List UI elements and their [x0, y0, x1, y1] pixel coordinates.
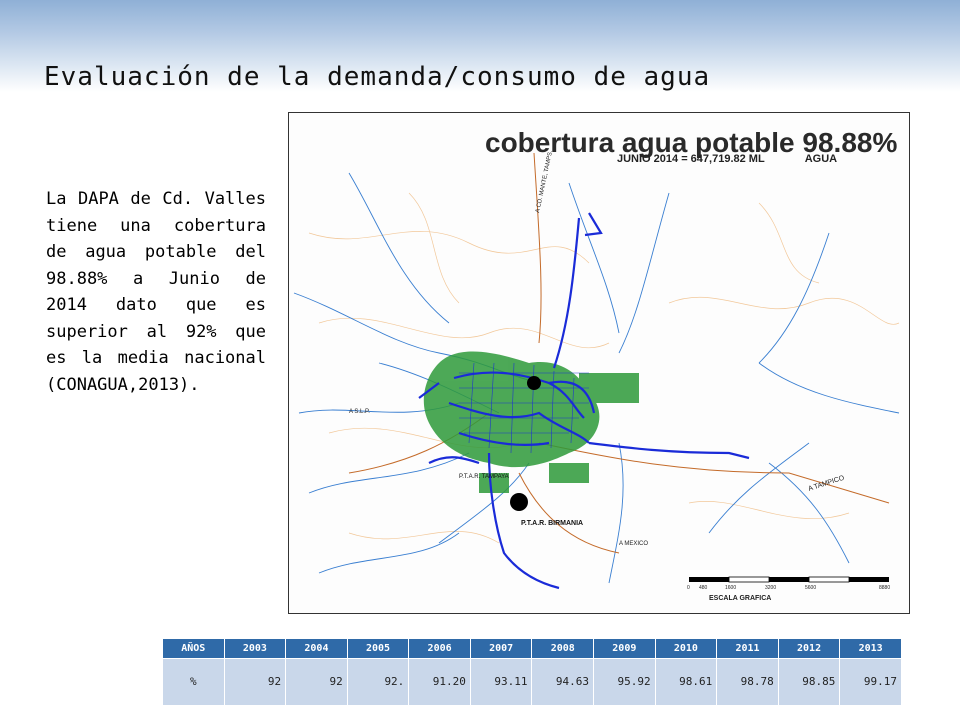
- table-header-cell: 2011: [716, 638, 779, 659]
- table-cell: 95.92: [593, 658, 656, 706]
- table-header-row: AÑOS 2003 2004 2005 2006 2007 2008 2009 …: [162, 638, 902, 659]
- table-header-cell: 2007: [469, 638, 533, 659]
- table-header-cell: 2010: [654, 638, 718, 659]
- table-row: % 92 92 92. 91.20 93.11 94.63 95.92 98.6…: [162, 658, 902, 706]
- table-cell: 91.20: [408, 658, 471, 706]
- table-header-cell: 2008: [531, 638, 595, 659]
- table-cell: 92: [223, 658, 287, 706]
- slide-title: Evaluación de la demanda/consumo de agua: [44, 62, 711, 92]
- road-south-label: A MEXICO: [619, 541, 648, 547]
- table-cell: 93.11: [469, 658, 533, 706]
- map-title: cobertura agua potable 98.88%: [485, 127, 898, 158]
- road-north-label: A CD. MANTE, TAMPS.: [535, 150, 554, 214]
- table-header-cell: 2004: [285, 638, 348, 659]
- table-header-cell: 2012: [777, 638, 841, 659]
- table-cell: %: [162, 658, 225, 706]
- table-header-cell: AÑOS: [162, 638, 225, 659]
- map-network-grid: [459, 362, 589, 454]
- map-urban-areas: [423, 351, 639, 493]
- table-cell: 92.: [346, 658, 410, 706]
- ptar-birmania-marker: [510, 493, 528, 511]
- scale-tick-2: 1600: [725, 585, 736, 591]
- coverage-table: AÑOS 2003 2004 2005 2006 2007 2008 2009 …: [162, 638, 902, 706]
- map-contours: [308, 192, 900, 544]
- table-header-cell: 2009: [593, 638, 656, 659]
- ptar-tampaya-label: P.T.A.R. TAMPAYA: [459, 474, 509, 480]
- table-header-cell: 2005: [346, 638, 410, 659]
- scale-tick-5: 8880: [879, 585, 890, 591]
- road-east-label: A TAMPICO: [807, 474, 845, 492]
- scale-title: ESCALA GRAFICA: [709, 595, 772, 602]
- table-header-cell: 2006: [408, 638, 471, 659]
- table-header-cell: 2003: [223, 638, 287, 659]
- coverage-map: cobertura agua potable 98.88% JUNIO 2014…: [288, 112, 910, 614]
- table-cell: 94.63: [531, 658, 595, 706]
- header-band: [0, 0, 960, 92]
- table-header-cell: 2013: [839, 638, 902, 659]
- table-cell: 98.61: [654, 658, 718, 706]
- table-cell: 99.17: [839, 658, 902, 706]
- map-scale-bar: 0 480 1600 3200 5600 8880: [687, 576, 890, 591]
- scale-tick-3: 3200: [765, 585, 776, 591]
- map-subtitle-agua: AGUA: [804, 153, 838, 165]
- ptar-birmania-label: P.T.A.R. BIRMANIA: [521, 520, 583, 527]
- slide-description: La DAPA de Cd. Valles tiene una cobertur…: [46, 189, 266, 395]
- map-subtitle-date: JUNIO 2014 = 647,719.82 ML: [617, 153, 765, 165]
- scale-tick-0: 0: [687, 585, 690, 591]
- scale-tick-4: 5600: [805, 585, 816, 591]
- table-cell: 98.85: [777, 658, 841, 706]
- table-cell: 92: [285, 658, 348, 706]
- map-drawing: P.T.A.R. BIRMANIA P.T.A.R. TAMPAYA A TAM…: [293, 150, 900, 591]
- ptar-center-marker: [527, 376, 541, 390]
- table-cell: 98.78: [716, 658, 779, 706]
- map-subtitle: JUNIO 2014 = 647,719.82 ML AGUA: [617, 153, 837, 165]
- scale-tick-1: 480: [699, 585, 708, 591]
- road-slp-label: A S.L.P.: [349, 409, 370, 415]
